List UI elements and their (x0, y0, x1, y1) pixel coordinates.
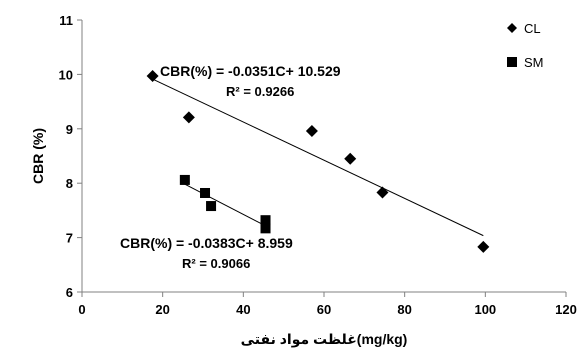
point-sm (179, 174, 190, 185)
trendlines (152, 78, 484, 237)
point-cl (376, 186, 389, 199)
x-tick-label: 40 (236, 302, 250, 317)
point-sm (206, 201, 217, 212)
x-tick-label: 80 (397, 302, 411, 317)
y-tick-label: 8 (66, 176, 73, 191)
legend-label-sm: SM (524, 55, 544, 70)
y-tick-label: 9 (66, 122, 73, 137)
x-tick-label: 0 (78, 302, 85, 317)
x-tick-label: 100 (474, 302, 496, 317)
x-tick-label: 20 (155, 302, 169, 317)
legend-marker-cl (507, 23, 517, 33)
cl-equation: CBR(%) = -0.0351C+ 10.529 (160, 63, 341, 79)
x-tick-label: 120 (555, 302, 577, 317)
point-sm (260, 215, 271, 226)
point-sm (200, 187, 211, 198)
trendline-sm (184, 183, 266, 227)
y-tick-label: 7 (66, 231, 73, 246)
x-tick-label: 60 (317, 302, 331, 317)
legend-label-cl: CL (524, 21, 541, 36)
cl-r-squared: R² = 0.9266 (226, 84, 294, 99)
point-sm (260, 223, 271, 234)
y-axis-title: CBR (%) (30, 128, 46, 184)
y-tick-label: 6 (66, 285, 73, 300)
point-cl (344, 152, 357, 165)
point-cl (146, 70, 159, 83)
sm-equation: CBR(%) = -0.0383C+ 8.959 (120, 235, 293, 251)
point-cl (305, 124, 318, 137)
x-axis-title: غلظت مواد نفتی(mg/kg) (241, 331, 408, 348)
legend: CL SM (507, 21, 544, 70)
point-cl (477, 240, 490, 253)
point-cl (182, 111, 195, 124)
y-tick-label: 10 (59, 67, 73, 82)
trendline-cl (152, 78, 484, 237)
legend-marker-sm (507, 57, 517, 67)
axes: 6 7 8 9 10 11 0 20 40 60 80 100 120 غلظت مواد نفتی(mg… (30, 13, 577, 348)
sm-r-squared: R² = 0.9066 (182, 256, 250, 271)
y-tick-label: 11 (59, 13, 73, 28)
annotations: CBR(%) = -0.0351C+ 10.529 R² = 0.9266 CBR(… (120, 63, 341, 271)
data-points (146, 70, 490, 253)
